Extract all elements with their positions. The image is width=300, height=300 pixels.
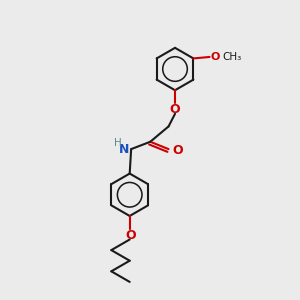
- Text: H: H: [114, 138, 122, 148]
- Text: O: O: [172, 144, 183, 157]
- Text: O: O: [211, 52, 220, 62]
- Text: N: N: [118, 142, 129, 156]
- Text: O: O: [170, 103, 180, 116]
- Text: O: O: [125, 229, 136, 242]
- Text: CH₃: CH₃: [223, 52, 242, 62]
